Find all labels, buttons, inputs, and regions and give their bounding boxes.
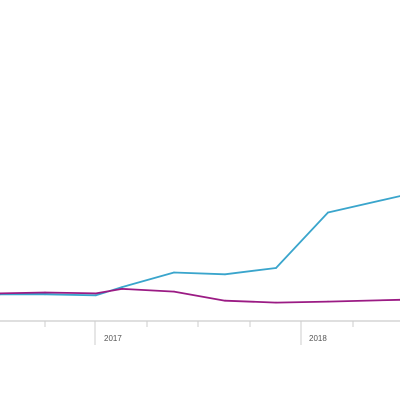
- series-layer: [0, 195, 400, 304]
- series-1-point-6: [275, 267, 277, 269]
- series-2-point-0: [0, 292, 1, 295]
- series-1-point-7: [327, 211, 329, 214]
- series-line-2: [0, 287, 400, 304]
- series-1-point-2: [95, 294, 97, 297]
- series-1-point-3: [121, 286, 123, 288]
- series-1-point-4: [173, 271, 175, 274]
- x-tick-label-2017: 2017: [104, 334, 122, 343]
- x-tick-label-2018: 2018: [309, 334, 327, 343]
- series-2-point-5: [224, 299, 226, 302]
- x-axis-ticks: [44, 321, 354, 345]
- series-1-point-5: [224, 273, 226, 276]
- series-2-point-4: [173, 290, 175, 293]
- series-2-point-2: [95, 292, 97, 295]
- series-line-1: [0, 195, 400, 297]
- series-1-point-1: [44, 293, 46, 296]
- series-2-point-6: [275, 301, 277, 304]
- series-2-point-1: [44, 291, 46, 294]
- series-2-point-7: [327, 300, 329, 303]
- series-2-point-3: [121, 288, 123, 290]
